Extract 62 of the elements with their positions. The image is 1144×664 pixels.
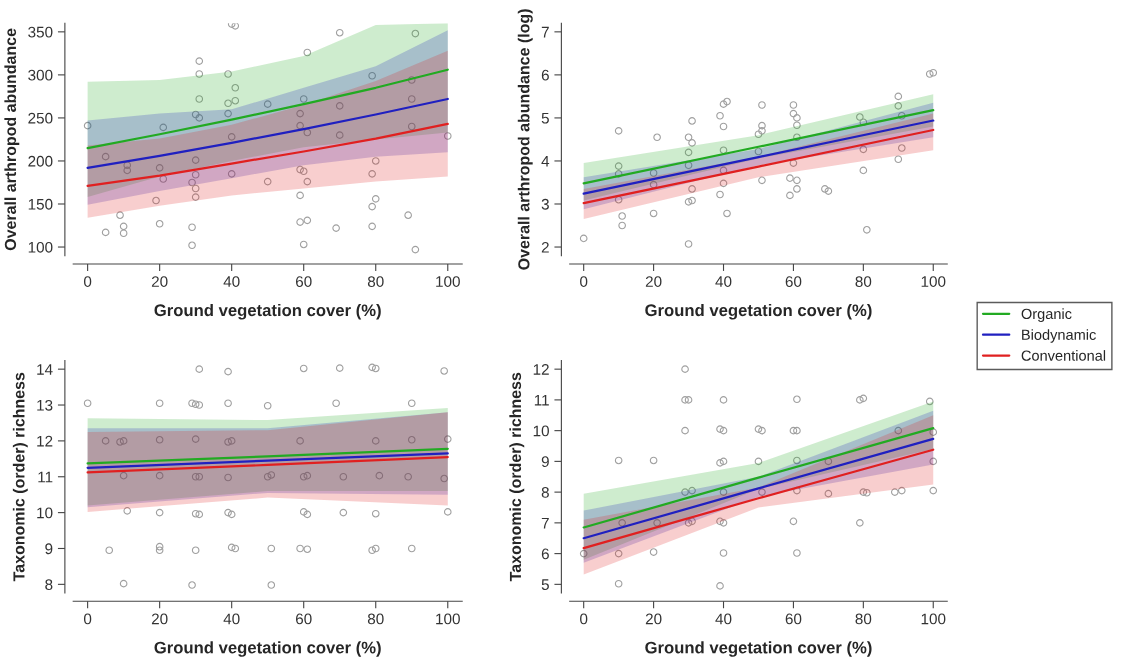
y-tick-label: 7 <box>541 517 549 529</box>
y-axis-title: Overall arthropod abundance (log) <box>517 9 533 270</box>
x-tick-label: 40 <box>715 276 732 287</box>
x-tick-label: 20 <box>645 613 662 625</box>
x-tick-label: 60 <box>785 276 802 287</box>
x-tick-label: 80 <box>367 613 384 625</box>
y-tick-label: 7 <box>541 26 549 38</box>
x-tick-label: 60 <box>295 276 312 287</box>
y-tick-label: 6 <box>541 69 549 81</box>
y-tick-label: 150 <box>28 198 53 210</box>
x-tick-label: 40 <box>715 613 732 625</box>
legend-label: Conventional <box>1021 350 1106 361</box>
x-axis-title: Ground vegetation cover (%) <box>154 641 381 657</box>
x-tick-label: 80 <box>367 276 384 287</box>
y-tick-label: 12 <box>37 435 53 447</box>
y-tick-label: 9 <box>45 543 53 555</box>
x-axis-title: Ground vegetation cover (%) <box>645 641 872 657</box>
y-tick-label: 10 <box>533 425 549 437</box>
x-tick-label: 0 <box>83 613 92 625</box>
y-tick-label: 14 <box>37 364 53 375</box>
x-tick-label: 0 <box>580 613 588 625</box>
y-axis-title: Taxonomic (order) richness <box>12 372 28 582</box>
legend-label: Organic <box>1021 308 1072 322</box>
x-tick-label: 20 <box>151 276 168 287</box>
y-tick-label: 9 <box>541 456 549 468</box>
x-tick-label: 100 <box>921 613 946 625</box>
y-tick-label: 100 <box>28 241 53 253</box>
y-tick-label: 3 <box>541 198 549 210</box>
x-tick-label: 20 <box>645 276 662 287</box>
legend-label: Biodynamic <box>1022 329 1096 343</box>
x-tick-label: 60 <box>295 613 312 625</box>
x-tick-label: 40 <box>223 276 240 287</box>
y-axis-title: Overall arthropod abundance <box>4 28 20 251</box>
x-tick-label: 80 <box>855 613 872 625</box>
y-tick-label: 200 <box>28 155 53 167</box>
x-axis-title: Ground vegetation cover (%) <box>154 303 381 320</box>
y-tick-label: 8 <box>541 486 549 498</box>
x-tick-label: 80 <box>855 276 872 287</box>
y-tick-label: 4 <box>541 155 550 167</box>
y-tick-label: 10 <box>37 507 53 519</box>
y-tick-label: 300 <box>28 69 53 81</box>
y-tick-label: 5 <box>541 112 549 124</box>
x-tick-label: 40 <box>223 613 240 625</box>
x-tick-label: 20 <box>151 613 168 625</box>
y-tick-label: 13 <box>37 399 53 411</box>
y-tick-label: 11 <box>38 471 53 483</box>
y-tick-label: 5 <box>541 579 549 591</box>
y-axis-title: Taxonomic (order) richness <box>509 372 525 582</box>
y-tick-label: 6 <box>541 548 549 560</box>
y-tick-label: 250 <box>28 112 53 124</box>
y-tick-label: 350 <box>28 26 53 38</box>
y-tick-label: 8 <box>45 579 53 591</box>
y-tick-label: 12 <box>533 364 549 375</box>
x-tick-label: 60 <box>785 613 802 625</box>
x-tick-label: 100 <box>436 276 460 287</box>
y-tick-label: 11 <box>534 394 549 406</box>
x-axis-title: Ground vegetation cover (%) <box>645 303 872 320</box>
x-tick-label: 0 <box>83 276 92 287</box>
x-tick-label: 100 <box>921 276 946 287</box>
x-tick-label: 100 <box>436 613 460 625</box>
y-tick-label: 2 <box>541 241 549 253</box>
x-tick-label: 0 <box>580 276 588 287</box>
